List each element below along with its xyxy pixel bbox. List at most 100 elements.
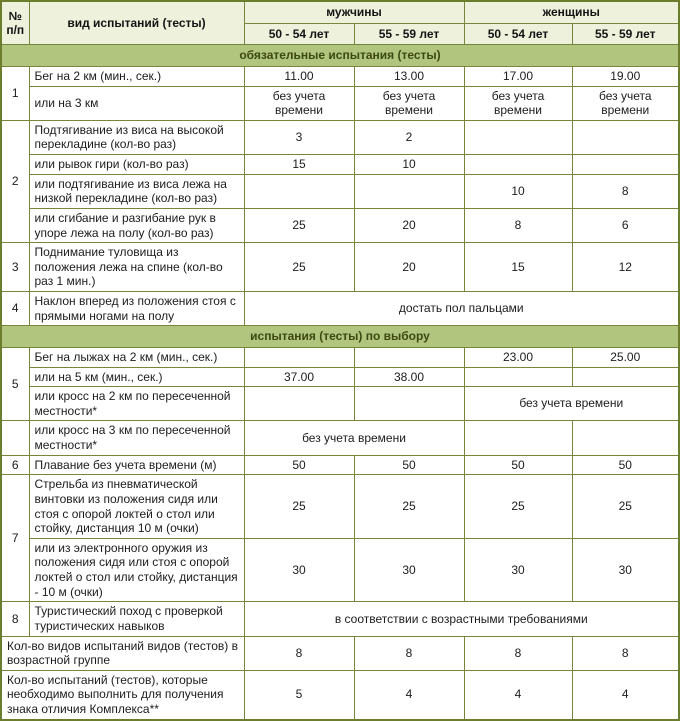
test-name-cell: Плавание без учета времени (м) — [28, 454, 245, 476]
value-cell: 20 — [353, 207, 465, 244]
value-cell: 8 — [571, 173, 680, 209]
table-row: 2 Подтягивание из виса на высокой перекла… — [0, 119, 680, 244]
value-cell: 50 — [243, 454, 355, 476]
table-row: 8 Туристический поход с проверкой туристи… — [0, 601, 680, 637]
value-cell — [571, 366, 680, 388]
value-cell: 25 — [353, 474, 465, 539]
value-cell: 50 — [463, 454, 573, 476]
row-number-cell: 6 — [0, 454, 30, 476]
row-number-cell: 4 — [0, 290, 30, 327]
table-row: или подтягивание из виса лежа на низкой … — [1, 173, 680, 209]
value-cell: 10 — [463, 173, 573, 209]
header-row-groups: № п/п вид испытаний (тесты) мужчины женщ… — [0, 0, 680, 46]
value-cell: 30 — [243, 537, 355, 603]
table-row: или из электронного оружия из положения … — [1, 537, 680, 603]
value-cell: 30 — [571, 537, 680, 603]
table-row: 6 Плавание без учета времени (м) 50 50 50 50 — [0, 454, 680, 476]
header-test-kind-column: вид испытаний (тесты) — [28, 0, 245, 46]
value-cell: в соответствии с возрастными требованиям… — [243, 601, 680, 637]
value-cell: 25 — [243, 474, 355, 539]
value-cell: без учета времени — [463, 85, 573, 121]
table-row: или рывок гири (кол-во раз) 15 10 — [1, 154, 680, 175]
test-name-cell: Кол-во видов испытаний видов (тестов) в … — [0, 635, 245, 671]
value-cell: без учета времени — [463, 386, 680, 422]
table-body: обязательные испытания (тесты) 1 Бег на 2 … — [0, 44, 680, 721]
table-row: или сгибание и разгибание рук в упоре ле… — [1, 207, 680, 244]
value-cell: 37.00 — [243, 366, 355, 388]
test-name-cell: Стрельба из пневматической винтовки из п… — [28, 474, 245, 539]
test-name-cell: или кросс на 2 км по пересеченной местно… — [28, 386, 245, 422]
test-name-cell: Бег на 2 км (мин., сек.) — [28, 65, 245, 87]
value-cell: без учета времени — [243, 85, 355, 121]
value-cell — [463, 119, 573, 156]
table-row: или на 3 км без учета времени без учета вр… — [1, 85, 680, 121]
test-name-cell: или на 5 км (мин., сек.) — [28, 366, 245, 388]
row-number-cell: 2 — [0, 119, 30, 244]
value-cell: 8 — [243, 635, 355, 671]
table-row: или кросс на 3 км по пересеченной местно… — [0, 420, 680, 456]
row-number-cell: 5 — [0, 346, 30, 422]
value-cell — [243, 173, 355, 209]
value-cell — [353, 173, 465, 209]
value-cell: 25 — [463, 474, 573, 539]
row-number-cell — [0, 420, 30, 456]
test-name-cell: или подтягивание из виса лежа на низкой … — [28, 173, 245, 209]
value-cell: 25 — [243, 242, 355, 292]
section-row: обязательные испытания (тесты) — [0, 44, 680, 67]
value-cell: 50 — [571, 454, 680, 476]
section-header: испытания (тесты) по выбору — [0, 325, 680, 348]
value-cell: 25 — [243, 207, 355, 244]
value-cell: без учета времени — [353, 85, 465, 121]
row-number-cell: 3 — [0, 242, 30, 292]
value-cell: 15 — [243, 154, 355, 175]
value-cell: 8 — [353, 635, 465, 671]
test-name-cell: или из электронного оружия из положения … — [28, 537, 245, 603]
value-cell: без учета времени — [571, 85, 680, 121]
value-cell: 6 — [571, 207, 680, 244]
section-row: испытания (тесты) по выбору — [0, 325, 680, 348]
value-cell: 25 — [571, 474, 680, 539]
value-cell: 2 — [353, 119, 465, 156]
value-cell: 3 — [243, 119, 355, 156]
value-cell: 50 — [353, 454, 465, 476]
table-row: или на 5 км (мин., сек.) 37.00 38.00 — [1, 366, 680, 388]
value-cell — [353, 346, 465, 368]
value-cell — [353, 386, 465, 422]
table-row: 1 Бег на 2 км (мин., сек.) 11.00 13.00 17.00… — [0, 65, 680, 121]
test-name-cell: или сгибание и разгибание рук в упоре ле… — [28, 207, 245, 244]
header-age-women-55-59: 55 - 59 лет — [571, 22, 680, 46]
value-cell — [463, 366, 573, 388]
value-cell: 25.00 — [571, 346, 680, 368]
value-cell: 17.00 — [463, 65, 573, 87]
test-name-cell: или на 3 км — [28, 85, 245, 121]
value-cell: 15 — [463, 242, 573, 292]
value-cell: 20 — [353, 242, 465, 292]
value-cell: 11.00 — [243, 65, 355, 87]
header-age-women-50-54: 50 - 54 лет — [463, 22, 573, 46]
value-cell: 13.00 — [353, 65, 465, 87]
value-cell: 10 — [353, 154, 465, 175]
value-cell: 30 — [463, 537, 573, 603]
test-name-cell: Туристический поход с проверкой туристич… — [28, 601, 245, 637]
test-name-cell: Наклон вперед из положения стоя с прямым… — [28, 290, 245, 327]
test-name-cell: Бег на лыжах на 2 км (мин., сек.) — [28, 346, 245, 368]
table-row: 3 Поднимание туловища из положения лежа н… — [0, 242, 680, 292]
value-cell: 30 — [353, 537, 465, 603]
value-cell — [243, 386, 355, 422]
table-row: или кросс на 2 км по пересеченной местно… — [1, 386, 680, 422]
header-group-men: мужчины — [243, 0, 465, 24]
test-name-cell: или кросс на 3 км по пересеченной местно… — [28, 420, 245, 456]
value-cell — [571, 154, 680, 175]
table-row: 4 Наклон вперед из положения стоя с прямы… — [0, 290, 680, 327]
value-cell — [243, 346, 355, 368]
test-name-cell: или рывок гири (кол-во раз) — [28, 154, 245, 175]
value-cell: 23.00 — [463, 346, 573, 368]
header-number-column: № п/п — [0, 0, 30, 46]
table-header: № п/п вид испытаний (тесты) мужчины женщ… — [0, 0, 680, 46]
value-cell: 19.00 — [571, 65, 680, 87]
value-cell: 8 — [463, 207, 573, 244]
header-row-ages: 50 - 54 лет 55 - 59 лет 50 - 54 лет 55 -… — [1, 22, 680, 46]
test-name-cell: Поднимание туловища из положения лежа на… — [28, 242, 245, 292]
value-cell: 12 — [571, 242, 680, 292]
